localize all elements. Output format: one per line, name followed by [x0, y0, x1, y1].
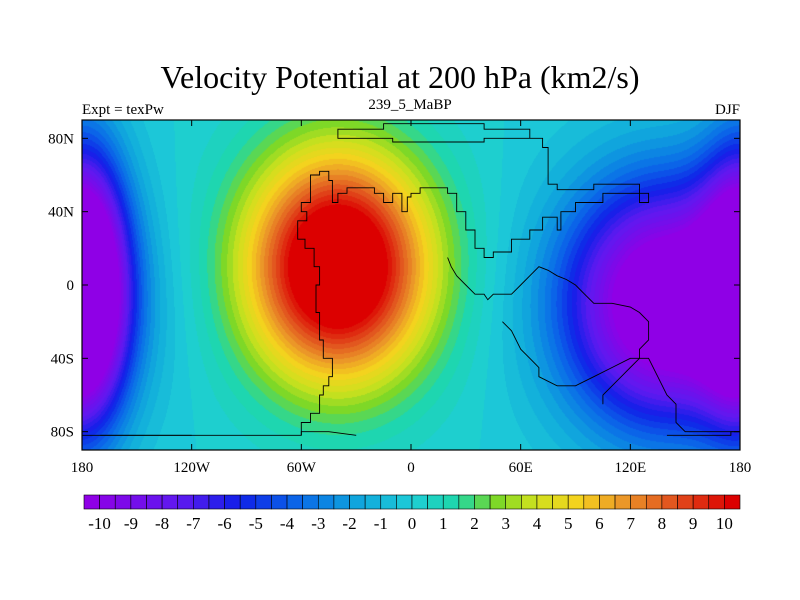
- colorbar-swatch: [333, 494, 350, 510]
- season-label: DJF: [715, 102, 740, 118]
- coastlines: [82, 123, 740, 436]
- y-tick-label: 80N: [48, 131, 74, 147]
- colorbar-swatch: [193, 494, 210, 510]
- colorbar-swatch: [474, 494, 491, 510]
- colorbar-swatch: [161, 494, 179, 510]
- experiment-label: Expt = texPw: [82, 102, 164, 118]
- x-tick-label: 120E: [614, 460, 646, 476]
- colorbar-swatch: [349, 494, 366, 510]
- colorbar-swatch: [521, 494, 538, 510]
- colorbar-swatch: [317, 494, 335, 510]
- colorbar-label: -1: [374, 514, 388, 533]
- colorbar-swatch: [380, 494, 397, 510]
- x-tick-label: 120W: [173, 460, 211, 476]
- colorbar-swatch: [396, 494, 413, 510]
- colorbar-label: 0: [408, 514, 417, 533]
- colorbar-swatch: [114, 494, 132, 510]
- x-tick-label: 0: [407, 460, 415, 476]
- colorbar-swatch: [489, 494, 507, 510]
- colorbar-swatch: [677, 494, 694, 510]
- colorbar-swatch: [630, 494, 647, 510]
- velocity-potential-field: [82, 120, 740, 450]
- y-tick-label: 40N: [48, 205, 74, 221]
- x-tick-label: 60W: [287, 460, 317, 476]
- colorbar-label: -8: [155, 514, 169, 533]
- colorbar-swatch: [83, 494, 100, 510]
- colorbar-label: 3: [501, 514, 510, 533]
- colorbar-swatch: [536, 494, 553, 510]
- coastline-segment: [82, 123, 650, 436]
- colorbar-swatch: [692, 494, 710, 510]
- colorbar-swatch: [286, 494, 303, 510]
- y-tick-label: 80S: [51, 425, 74, 441]
- colorbar-swatch: [364, 494, 382, 510]
- x-tick-label: 180: [71, 460, 94, 476]
- colorbar-label: -2: [342, 514, 356, 533]
- x-axis: 180 120W 60W 0 60E 120E 180: [71, 120, 752, 476]
- colorbar: -10 -9 -8 -7 -6 -5 -4 -3 -2 -1 0 1 2 3 4 5 6 7 8 9 10: [83, 494, 741, 533]
- colorbar-swatch: [442, 494, 460, 510]
- colorbar-swatch: [583, 494, 600, 510]
- colorbar-swatch: [552, 494, 569, 510]
- chart-title: Velocity Potential at 200 hPa (km2/s): [160, 59, 639, 95]
- colorbar-swatch: [567, 494, 585, 510]
- colorbar-label: -4: [280, 514, 295, 533]
- colorbar-swatch: [302, 494, 319, 510]
- colorbar-label: 2: [470, 514, 479, 533]
- colorbar-swatch: [146, 494, 163, 510]
- run-label: 239_5_MaBP: [368, 97, 451, 113]
- colorbar-swatch: [427, 494, 444, 510]
- y-axis: 80N 40N 0 40S 80S: [48, 131, 740, 441]
- colorbar-label: -7: [186, 514, 201, 533]
- x-tick-label: 60E: [509, 460, 533, 476]
- y-tick-label: 0: [67, 278, 75, 294]
- colorbar-swatch: [645, 494, 663, 510]
- colorbar-label: 4: [533, 514, 542, 533]
- colorbar-label: 1: [439, 514, 448, 533]
- colorbar-swatch: [271, 494, 288, 510]
- colorbar-swatch: [255, 494, 272, 510]
- colorbar-swatch: [505, 494, 522, 510]
- colorbar-label: 8: [658, 514, 667, 533]
- map-panel: 180 120W 60W 0 60E 120E 180 80N 40N 0 40S 80S: [48, 119, 752, 476]
- colorbar-swatch: [614, 494, 631, 510]
- colorbar-swatch: [411, 494, 428, 510]
- coastline-segment: [300, 431, 357, 436]
- colorbar-swatch: [177, 494, 194, 510]
- contour-field-container: [82, 120, 740, 450]
- colorbar-label: -6: [218, 514, 232, 533]
- colorbar-label: -5: [249, 514, 263, 533]
- colorbar-swatch: [708, 494, 725, 510]
- colorbar-swatch: [661, 494, 678, 510]
- x-tick-label: 180: [729, 460, 752, 476]
- colorbar-label: -10: [88, 514, 111, 533]
- coastline-segment: [447, 257, 650, 405]
- colorbar-label: 5: [564, 514, 573, 533]
- colorbar-swatch: [724, 494, 741, 510]
- colorbar-swatch: [458, 494, 475, 510]
- colorbar-swatch: [208, 494, 225, 510]
- colorbar-label: 9: [689, 514, 698, 533]
- colorbar-label: -9: [124, 514, 138, 533]
- colorbar-swatch: [599, 494, 616, 510]
- y-tick-label: 40S: [51, 351, 74, 367]
- colorbar-label: 6: [595, 514, 604, 533]
- colorbar-label: -3: [311, 514, 325, 533]
- colorbar-swatch: [224, 494, 241, 510]
- colorbar-swatch: [239, 494, 257, 510]
- colorbar-swatch: [99, 494, 116, 510]
- colorbar-label: 7: [626, 514, 635, 533]
- colorbar-label: 10: [716, 514, 733, 533]
- coastline-segment: [502, 321, 740, 433]
- colorbar-swatch: [130, 494, 147, 510]
